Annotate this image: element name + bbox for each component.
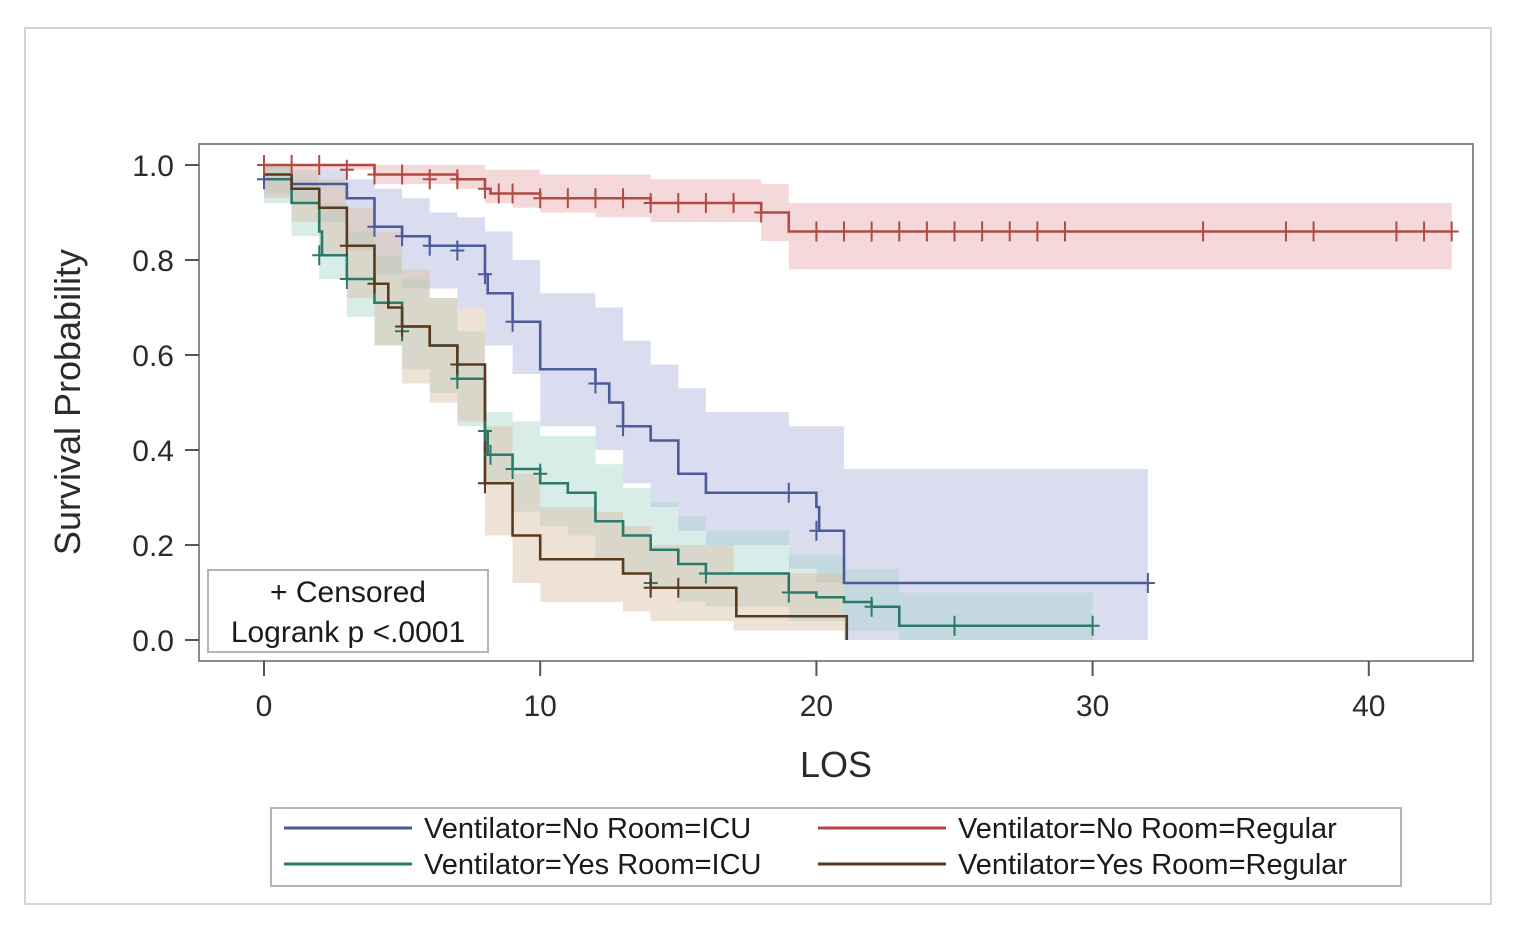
legend-label-vent-no-regular: Ventilator=No Room=Regular — [958, 813, 1337, 845]
ci-band-series-1 — [264, 165, 1452, 270]
censor-mark-s1-10 — [505, 183, 520, 204]
legend: Ventilator=No Room=ICU Ventilator=No Roo… — [270, 807, 1402, 887]
censor-mark-s0-4 — [450, 240, 465, 261]
censor-mark-s1-29 — [1057, 221, 1072, 242]
censor-mark-s2-10 — [781, 582, 796, 603]
censor-mark-s2-7 — [533, 463, 548, 484]
censor-mark-s1-26 — [975, 221, 990, 242]
censor-mark-s1-24 — [919, 221, 934, 242]
censor-mark-s1-6 — [422, 169, 437, 190]
censor-mark-s0-6 — [505, 311, 520, 332]
censor-mark-s2-1 — [339, 269, 354, 289]
censor-mark-s1-9 — [491, 183, 506, 204]
censor-mark-s2-9 — [698, 563, 713, 584]
censor-mark-s1-18 — [726, 193, 741, 213]
censor-mark-s1-28 — [1030, 221, 1045, 242]
x-tick-label: 0 — [256, 690, 273, 723]
survival-line-series-3 — [264, 173, 849, 640]
censor-mark-s1-17 — [698, 193, 713, 213]
censor-mark-s3-3 — [450, 354, 465, 375]
y-tick-label: 0.0 — [132, 625, 174, 658]
x-axis: 0 10 20 30 40 — [256, 661, 1385, 723]
x-tick-label: 20 — [800, 690, 833, 723]
censor-mark-s0-10 — [809, 520, 824, 541]
legend-label-vent-yes-regular: Ventilator=Yes Room=Regular — [958, 849, 1347, 881]
censor-mark-s1-25 — [947, 221, 962, 242]
censor-mark-s1-7 — [450, 169, 465, 190]
censor-mark-s3-0 — [339, 235, 354, 256]
censor-mark-s3-4 — [477, 473, 492, 494]
censor-mark-s1-32 — [1306, 221, 1321, 242]
censor-mark-s1-11 — [533, 188, 548, 209]
censor-mark-s3-6 — [671, 577, 686, 598]
survival-line-series-0 — [264, 177, 1148, 585]
censor-mark-s1-23 — [892, 221, 907, 242]
censor-mark-s0-1 — [367, 216, 382, 237]
y-tick-label: 0.6 — [132, 340, 174, 373]
censor-mark-s0-9 — [781, 482, 796, 503]
x-tick-label: 30 — [1076, 690, 1109, 723]
censor-mark-s0-2 — [395, 226, 410, 247]
x-axis-title: LOS — [800, 744, 872, 785]
censor-mark-s1-13 — [588, 188, 603, 209]
censor-mark-s3-1 — [367, 273, 382, 294]
logrank-note: Logrank p <.0001 — [231, 616, 465, 649]
censor-mark-s1-35 — [1444, 221, 1459, 242]
censor-mark-s1-34 — [1417, 221, 1432, 242]
censor-mark-s1-27 — [1002, 221, 1017, 242]
censor-mark-s1-15 — [643, 193, 658, 213]
censor-marks — [257, 155, 1459, 636]
legend-label-vent-no-icu: Ventilator=No Room=ICU — [424, 813, 751, 845]
y-tick-label: 0.2 — [132, 530, 174, 563]
censor-mark-s2-6 — [505, 459, 520, 479]
censor-mark-s1-31 — [1278, 221, 1293, 242]
censor-mark-s0-7 — [588, 373, 603, 394]
y-tick-label: 0.8 — [132, 245, 174, 278]
censor-mark-s2-5 — [483, 444, 498, 465]
censor-mark-s2-12 — [947, 615, 962, 636]
censor-mark-s1-33 — [1389, 221, 1404, 242]
y-tick-label: 0.4 — [132, 435, 174, 468]
censor-mark-s1-4 — [367, 164, 382, 185]
censor-mark-s1-20 — [809, 221, 824, 242]
x-tick-label: 10 — [524, 690, 557, 723]
y-axis: 0.0 0.2 0.4 0.6 0.8 1.0 — [132, 150, 199, 658]
censor-mark-s3-5 — [643, 577, 658, 598]
censor-mark-s2-13 — [1085, 615, 1100, 636]
censor-mark-s1-5 — [395, 164, 410, 185]
censor-mark-s1-12 — [560, 188, 575, 209]
censor-mark-s1-1 — [284, 155, 299, 175]
plot-area — [198, 143, 1474, 662]
censor-mark-s1-3 — [339, 159, 354, 180]
censor-mark-s0-3 — [422, 235, 437, 256]
censor-mark-s1-8 — [477, 178, 492, 199]
x-tick-label: 40 — [1352, 690, 1385, 723]
censor-mark-s2-11 — [864, 596, 879, 617]
legend-label-vent-yes-icu: Ventilator=Yes Room=ICU — [424, 849, 761, 881]
censor-mark-s1-30 — [1196, 221, 1211, 242]
censor-mark-s1-14 — [616, 188, 631, 209]
censor-mark-s0-11 — [1140, 573, 1155, 593]
censor-mark-s2-0 — [312, 245, 327, 266]
censor-mark-s3-2 — [395, 316, 410, 337]
censored-note: + Censored — [270, 576, 426, 609]
ci-band-series-3 — [264, 165, 845, 640]
censor-mark-s2-4 — [477, 421, 492, 441]
censor-mark-s1-16 — [671, 193, 686, 213]
y-axis-title: Survival Probability — [47, 249, 88, 555]
confidence-bands — [264, 165, 1452, 640]
annotation-box: + Censored Logrank p <.0001 — [207, 569, 489, 653]
censor-mark-s0-5 — [477, 264, 492, 285]
censor-mark-s0-8 — [616, 416, 631, 437]
censor-mark-s1-0 — [257, 155, 271, 175]
censor-mark-s1-21 — [837, 221, 852, 242]
y-tick-label: 1.0 — [132, 150, 174, 183]
censor-mark-s1-19 — [754, 202, 769, 223]
censor-mark-s1-22 — [864, 221, 879, 242]
censor-mark-s1-2 — [312, 155, 327, 175]
